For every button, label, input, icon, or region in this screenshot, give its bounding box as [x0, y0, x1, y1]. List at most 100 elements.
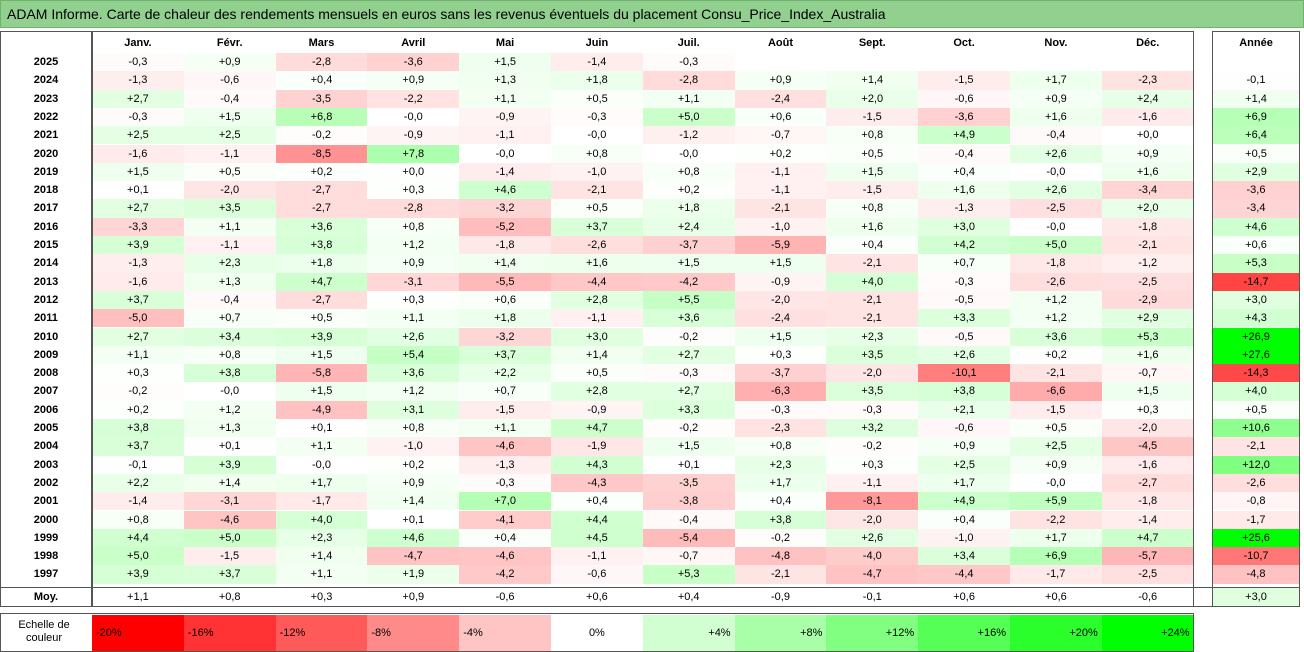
- heatmap-cell: +3,6: [275, 217, 368, 236]
- heatmap-cell: +1,6: [1101, 345, 1194, 365]
- title-bar: ADAM Informe. Carte de chaleur des rende…: [0, 0, 1304, 28]
- average-annual-cell: +3,0: [1212, 586, 1300, 607]
- heatmap-cell: +1,3: [183, 419, 276, 438]
- heatmap-cell: +0,5: [551, 199, 643, 218]
- heatmap-cell: +0,3: [1101, 400, 1194, 419]
- heatmap-cell: -1,1: [734, 181, 827, 200]
- heatmap-cell: +3,8: [918, 382, 1010, 401]
- annual-cell: -3,6: [1212, 181, 1300, 200]
- heatmap-cell: -3,6: [918, 107, 1010, 127]
- month-header: Août: [767, 37, 794, 49]
- heatmap-cell: +1,3: [459, 71, 551, 90]
- heatmap-cell: [1101, 53, 1194, 72]
- heatmap-cell: -0,2: [642, 327, 735, 346]
- heatmap-cell: -1,8: [1101, 492, 1194, 511]
- heatmap-cell: -2,0: [734, 290, 827, 310]
- heatmap-cell: +2,7: [92, 199, 184, 218]
- heatmap-cell: -0,3: [826, 400, 919, 419]
- heatmap-cell: -0,2: [275, 126, 368, 145]
- heatmap-cell: -4,5: [1101, 437, 1194, 456]
- heatmap-cell: -2,4: [734, 89, 827, 108]
- heatmap-cell: -1,5: [459, 400, 551, 419]
- month-header: Nov.: [1044, 37, 1068, 49]
- heatmap-cell: -0,4: [642, 510, 735, 529]
- heatmap-cell: -4,6: [459, 437, 551, 456]
- annual-header: Année: [1239, 37, 1273, 49]
- heatmap-cell: -0,2: [642, 419, 735, 438]
- annual-cell: +4,0: [1212, 382, 1300, 401]
- heatmap-cell: +2,0: [1101, 199, 1194, 218]
- heatmap-cell: +5,0: [1010, 236, 1102, 255]
- heatmap-cell: -0,9: [734, 272, 827, 291]
- heatmap-cell: -2,5: [1101, 272, 1194, 291]
- heatmap-cell: +3,8: [183, 364, 276, 383]
- heatmap-cell: +4,6: [459, 181, 551, 200]
- heatmap-cell: -4,4: [551, 272, 643, 291]
- heatmap-cell: +7,8: [367, 144, 460, 163]
- average-cell: +0,6: [918, 586, 1010, 607]
- annual-cell: -3,4: [1212, 199, 1300, 218]
- heatmap-cell: -2,8: [642, 71, 735, 90]
- legend-swatch: +16%: [918, 615, 1010, 652]
- annual-cell: -14,7: [1212, 272, 1300, 291]
- heatmap-cell: +4,9: [918, 492, 1010, 511]
- heatmap-cell: +1,5: [275, 382, 368, 401]
- year-label: 2006: [33, 403, 59, 416]
- heatmap-cell: +1,2: [367, 236, 460, 255]
- heatmap-cell: +2,3: [734, 455, 827, 474]
- heatmap-cell: -0,3: [642, 364, 735, 383]
- heatmap-cell: -0,4: [1010, 126, 1102, 145]
- heatmap-cell: -0,0: [367, 107, 460, 127]
- heatmap-cell: -1,1: [183, 236, 276, 255]
- heatmap-cell: +2,4: [1101, 89, 1194, 108]
- legend-swatch: -12%: [275, 615, 368, 652]
- heatmap-cell: +0,4: [918, 162, 1010, 182]
- heatmap-cell: -1,8: [1010, 254, 1102, 273]
- average-cell: +0,6: [1010, 586, 1102, 607]
- average-cell: +0,3: [275, 586, 368, 607]
- year-label: 2002: [33, 476, 59, 489]
- legend-swatch: +12%: [826, 615, 919, 652]
- heatmap-cell: -0,3: [92, 107, 184, 127]
- heatmap-cell: -0,2: [826, 437, 919, 456]
- year-label: 2010: [33, 330, 59, 343]
- legend-swatch: 0%: [551, 615, 643, 652]
- heatmap-cell: +1,7: [1010, 528, 1102, 548]
- heatmap-cell: +3,9: [183, 455, 276, 474]
- year-label: 2009: [33, 348, 59, 361]
- heatmap-cell: +0,4: [551, 492, 643, 511]
- heatmap-cell: +6,9: [1010, 547, 1102, 566]
- heatmap-cell: +2,1: [918, 400, 1010, 419]
- year-label: 2016: [33, 220, 59, 233]
- heatmap-cell: +0,9: [367, 71, 460, 90]
- heatmap-cell: +5,0: [183, 528, 276, 548]
- heatmap-cell: -1,5: [918, 71, 1010, 90]
- heatmap-cell: -2,7: [275, 290, 368, 310]
- heatmap-cell: +2,6: [1010, 144, 1102, 163]
- heatmap-cell: -2,8: [275, 53, 368, 72]
- year-label: 2015: [33, 239, 59, 251]
- heatmap-cell: -0,6: [918, 89, 1010, 108]
- month-header: Avril: [401, 37, 426, 49]
- heatmap-cell: +3,6: [1010, 327, 1102, 346]
- heatmap-cell: +2,8: [551, 290, 643, 310]
- heatmap-cell: +6,8: [275, 107, 368, 127]
- heatmap-cell: +2,6: [918, 345, 1010, 365]
- heatmap-cell: +0,9: [734, 71, 827, 90]
- heatmap-cell: -3,6: [367, 53, 460, 72]
- heatmap-cell: -2,5: [1101, 565, 1194, 584]
- heatmap-cell: +0,2: [1010, 345, 1102, 365]
- legend-swatch: -16%: [183, 615, 276, 652]
- heatmap-cell: -4,7: [367, 547, 460, 566]
- heatmap-cell: +0,2: [275, 162, 368, 182]
- heatmap-cell: +1,5: [459, 53, 551, 72]
- heatmap-cell: -1,1: [734, 162, 827, 182]
- annual-cell: [1212, 53, 1300, 72]
- heatmap-cell: +3,6: [642, 309, 735, 328]
- heatmap-cell: -3,2: [459, 327, 551, 346]
- heatmap-cell: +2,2: [92, 473, 184, 493]
- heatmap-cell: -0,6: [918, 419, 1010, 438]
- heatmap-cell: +1,2: [1010, 290, 1102, 310]
- heatmap-cell: +3,6: [367, 364, 460, 383]
- heatmap-cell: +0,5: [826, 144, 919, 163]
